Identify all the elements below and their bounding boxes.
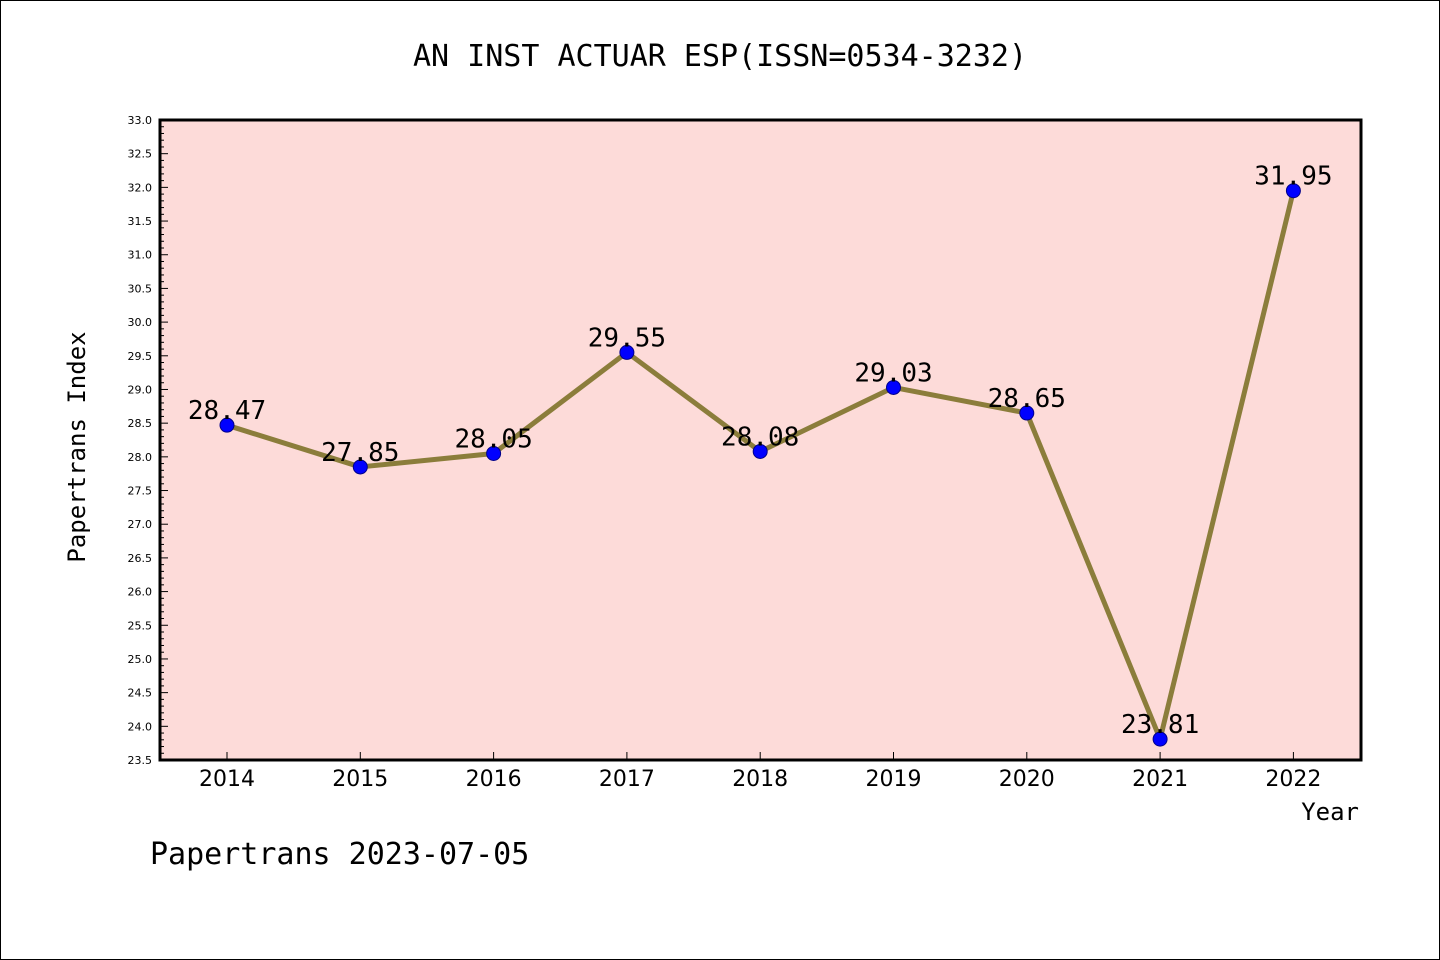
x-axis: 2014 2015 2016 2017 2018 2019 2020 2021 2022 bbox=[199, 752, 1321, 792]
data-labels: 28.47 27.85 28.05 29.55 28.08 29.03 28.65 23.81… bbox=[188, 162, 1333, 740]
y-tick-label: 32.0 bbox=[128, 181, 153, 194]
data-point bbox=[486, 445, 502, 461]
y-tick-label: 23.5 bbox=[128, 754, 153, 767]
data-label: 31.95 bbox=[1254, 162, 1332, 192]
data-point bbox=[352, 459, 368, 475]
y-tick-label: 24.5 bbox=[128, 687, 153, 700]
y-tick-label: 26.0 bbox=[128, 586, 153, 599]
data-label: 28.08 bbox=[721, 422, 799, 452]
data-label: 29.03 bbox=[854, 358, 932, 388]
data-label: 28.05 bbox=[454, 424, 532, 454]
y-tick-label: 30.0 bbox=[128, 316, 153, 329]
data-point bbox=[1019, 405, 1035, 421]
y-tick-label: 27.0 bbox=[128, 518, 153, 531]
x-tick-label: 2021 bbox=[1132, 767, 1188, 792]
y-tick-label: 32.5 bbox=[128, 148, 153, 161]
x-tick-label: 2019 bbox=[866, 767, 922, 792]
data-label: 27.85 bbox=[321, 438, 399, 468]
x-tick-label: 2022 bbox=[1265, 767, 1321, 792]
y-tick-label: 33.0 bbox=[128, 114, 153, 127]
x-axis-label: Year bbox=[1301, 798, 1359, 826]
y-tick-label: 25.5 bbox=[128, 619, 153, 632]
y-tick-label: 27.5 bbox=[128, 485, 153, 498]
y-tick-label: 28.5 bbox=[128, 417, 153, 430]
data-point bbox=[1285, 183, 1301, 199]
y-tick-label: 25.0 bbox=[128, 653, 153, 666]
data-point bbox=[619, 344, 635, 360]
y-tick-label: 29.5 bbox=[128, 350, 153, 363]
data-point bbox=[219, 417, 235, 433]
y-tick-label: 29.0 bbox=[128, 383, 153, 396]
chart-title: AN INST ACTUAR ESP(ISSN=0534-3232) bbox=[413, 39, 1027, 74]
data-label: 28.47 bbox=[188, 396, 266, 426]
plot-area bbox=[158, 118, 1363, 762]
y-tick-label: 31.0 bbox=[128, 249, 153, 262]
x-tick-label: 2018 bbox=[732, 767, 788, 792]
x-tick-label: 2017 bbox=[599, 767, 655, 792]
y-axis: 23.5 24.0 24.5 25.0 25.5 26.0 26.5 27.0 27.5 28.0… bbox=[128, 114, 168, 767]
x-tick-label: 2016 bbox=[466, 767, 522, 792]
data-label: 23.81 bbox=[1121, 710, 1199, 740]
data-point bbox=[752, 443, 768, 459]
data-label: 29.55 bbox=[588, 323, 666, 353]
data-label: 28.65 bbox=[988, 384, 1066, 414]
data-point bbox=[1152, 731, 1168, 747]
y-axis-label: Papertrans Index bbox=[63, 331, 91, 562]
y-tick-label: 31.5 bbox=[128, 215, 153, 228]
y-tick-label: 24.0 bbox=[128, 720, 153, 733]
x-tick-label: 2015 bbox=[332, 767, 388, 792]
data-markers bbox=[219, 183, 1301, 747]
y-tick-label: 26.5 bbox=[128, 552, 153, 565]
footer-text: Papertrans 2023-07-05 bbox=[150, 837, 529, 872]
y-tick-label: 30.5 bbox=[128, 282, 153, 295]
y-tick-label: 28.0 bbox=[128, 451, 153, 464]
x-tick-label: 2014 bbox=[199, 767, 255, 792]
data-point bbox=[886, 379, 901, 395]
x-tick-label: 2020 bbox=[999, 767, 1055, 792]
